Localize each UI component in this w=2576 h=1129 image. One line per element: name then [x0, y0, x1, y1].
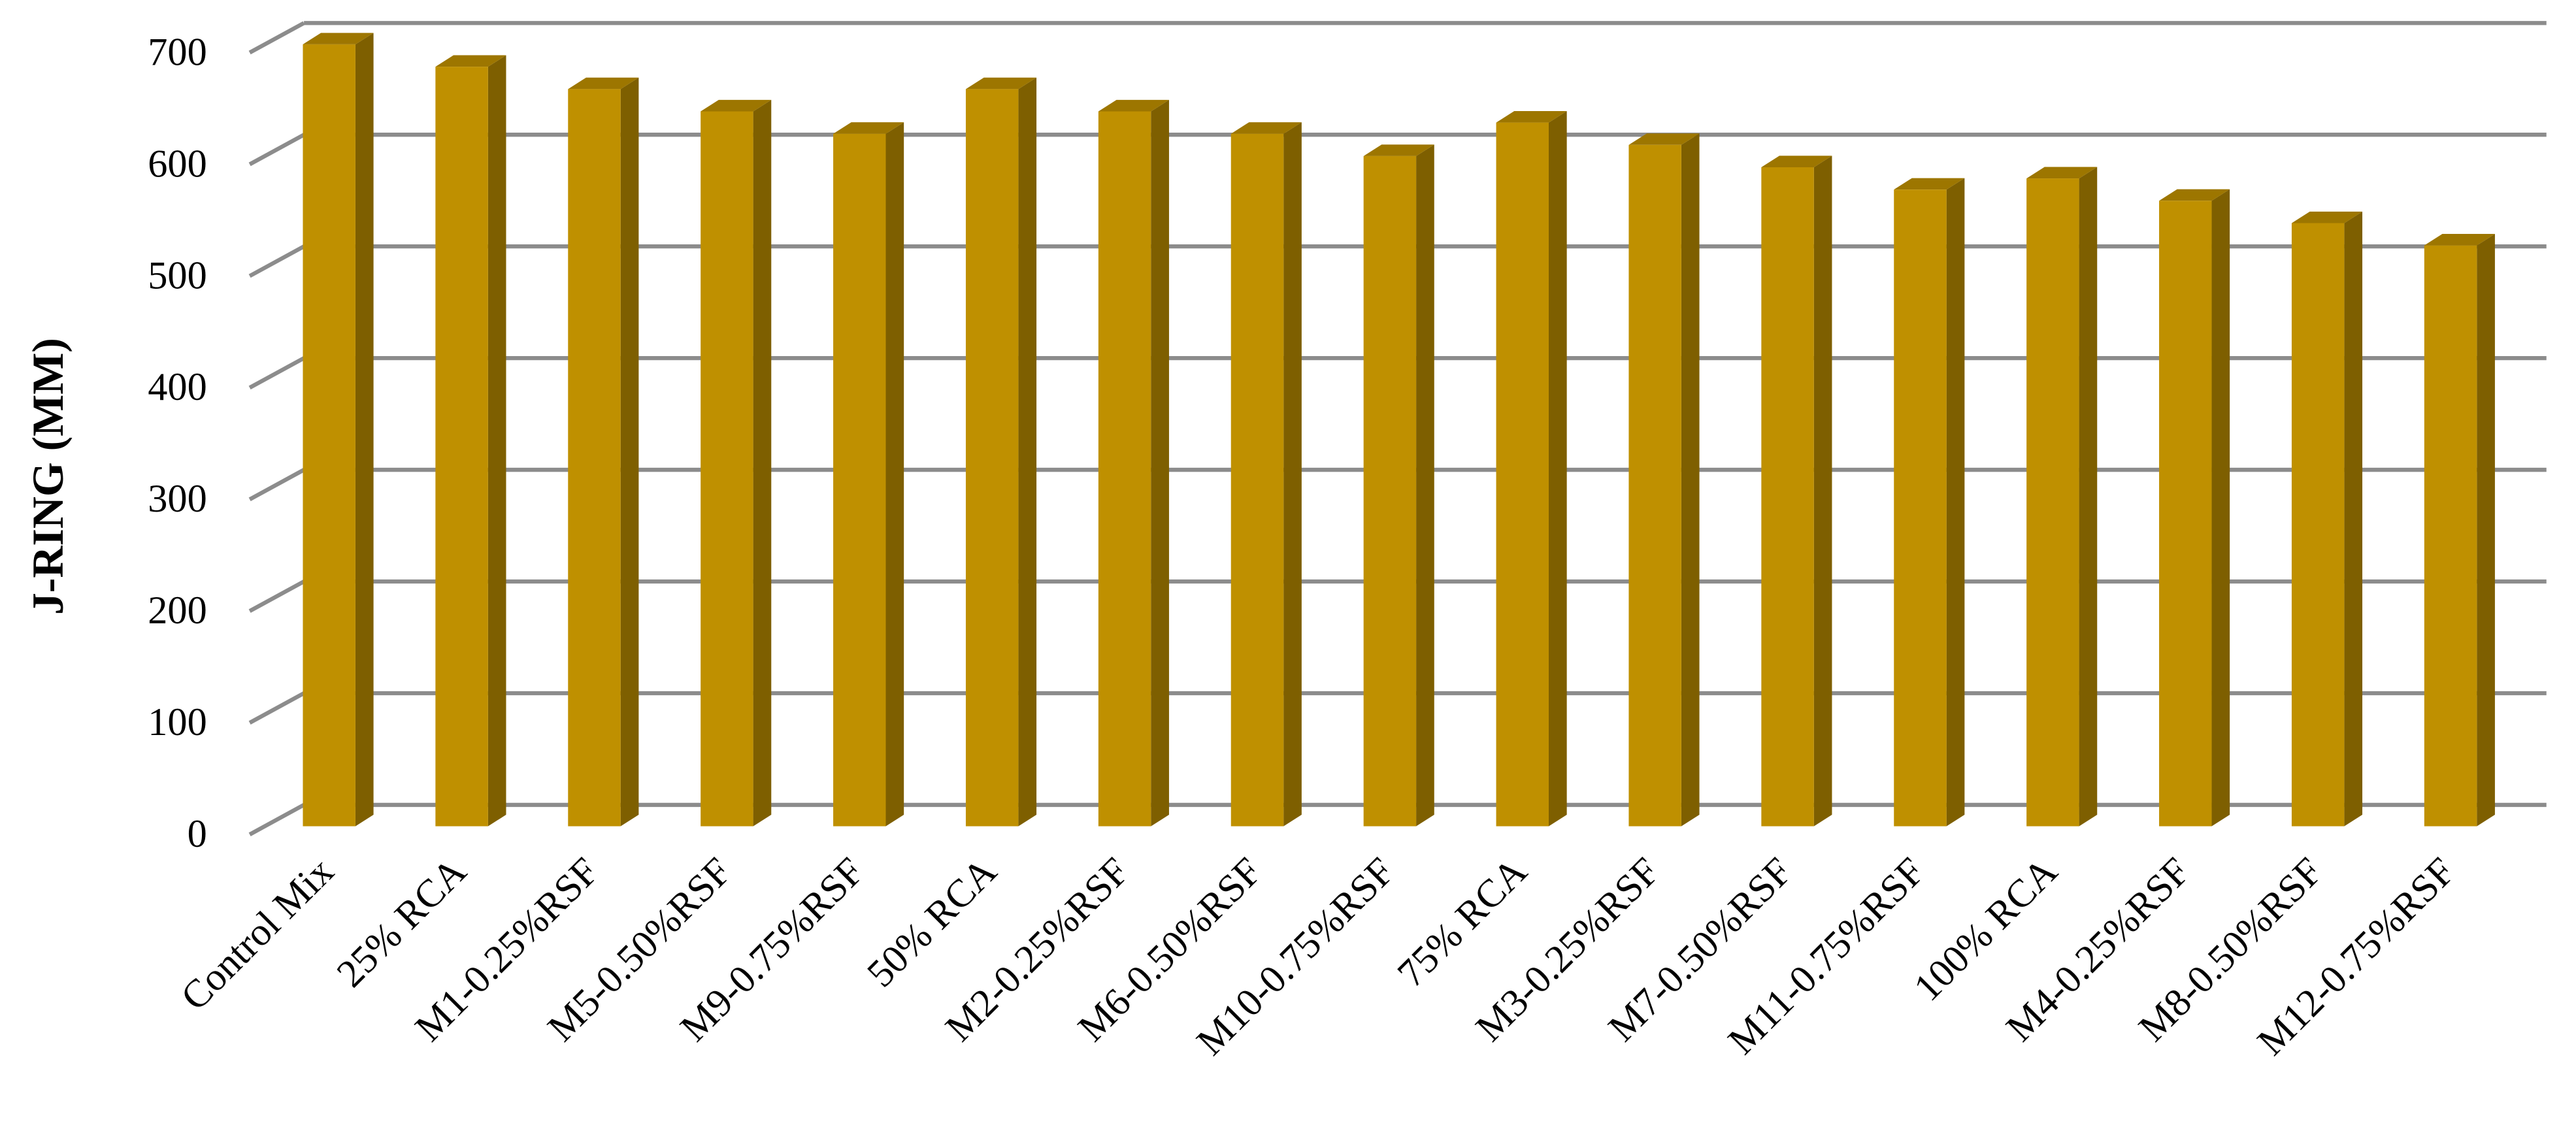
bar-side	[1283, 122, 1302, 826]
bar	[435, 67, 488, 826]
grid-line-side	[248, 133, 305, 167]
bar-top	[2424, 234, 2495, 246]
bar-top	[1628, 133, 1700, 145]
grid-line-side	[248, 803, 305, 836]
bar-side	[487, 55, 506, 826]
bar	[1363, 155, 1417, 826]
y-tick-label: 100	[148, 700, 206, 744]
bar	[1761, 167, 1814, 826]
bar	[2291, 223, 2345, 826]
bar-top	[435, 55, 506, 67]
bar-top	[965, 77, 1037, 90]
bar-top	[1496, 111, 1567, 123]
bar	[303, 44, 355, 826]
grid-line-side	[248, 21, 305, 55]
bar	[568, 89, 621, 826]
bar	[1496, 122, 1549, 826]
bar	[2026, 178, 2079, 826]
bar	[1230, 133, 1284, 826]
bar	[1098, 111, 1151, 826]
bar-side	[1946, 178, 1965, 826]
grid-line-side	[248, 580, 305, 614]
bar-side	[1018, 77, 1037, 826]
grid-line-side	[248, 244, 305, 278]
bar-side	[2079, 167, 2098, 826]
bar	[833, 133, 886, 826]
bar-side	[2477, 234, 2495, 826]
bar	[2159, 201, 2212, 826]
bar	[2424, 245, 2477, 826]
bar-top	[1761, 155, 1832, 167]
y-tick-label: 0	[188, 812, 207, 856]
bar-side	[620, 77, 639, 826]
bar-top	[1098, 99, 1169, 112]
bar	[701, 111, 753, 826]
y-axis-title: J-RING (MM)	[24, 338, 73, 615]
bar-side	[1416, 144, 1434, 826]
grid-line-side	[248, 356, 305, 390]
bar-top	[701, 99, 772, 112]
y-tick-label: 500	[148, 254, 206, 297]
x-tick-label: Control Mix	[173, 849, 342, 1019]
bar-side	[2344, 211, 2363, 826]
bar-top	[1230, 122, 1302, 134]
bar-side	[355, 33, 374, 826]
bar-side	[1813, 155, 1832, 826]
grid-line-side	[248, 468, 305, 502]
y-tick-label: 600	[148, 142, 206, 186]
y-tick-label: 300	[148, 477, 206, 521]
y-tick-label: 400	[148, 365, 206, 409]
y-tick-label: 700	[148, 30, 206, 74]
bar-side	[1681, 133, 1700, 826]
bar-side	[1548, 111, 1567, 826]
bar-top	[568, 77, 639, 90]
grid-line-side	[248, 691, 305, 725]
bar-side	[1151, 99, 1169, 826]
bar-top	[303, 33, 374, 44]
bar-top	[2026, 167, 2098, 179]
bar-side	[753, 99, 772, 826]
bar-top	[2159, 189, 2230, 201]
bar	[1894, 189, 1947, 826]
bar-top	[1894, 178, 1965, 190]
y-tick-label: 200	[148, 589, 206, 632]
bar	[1628, 144, 1681, 826]
bar-top	[2291, 211, 2363, 223]
bar-side	[885, 122, 904, 826]
bar-side	[2211, 189, 2230, 826]
bar-top	[1363, 144, 1434, 156]
bar-top	[833, 122, 904, 134]
bar	[965, 89, 1019, 826]
